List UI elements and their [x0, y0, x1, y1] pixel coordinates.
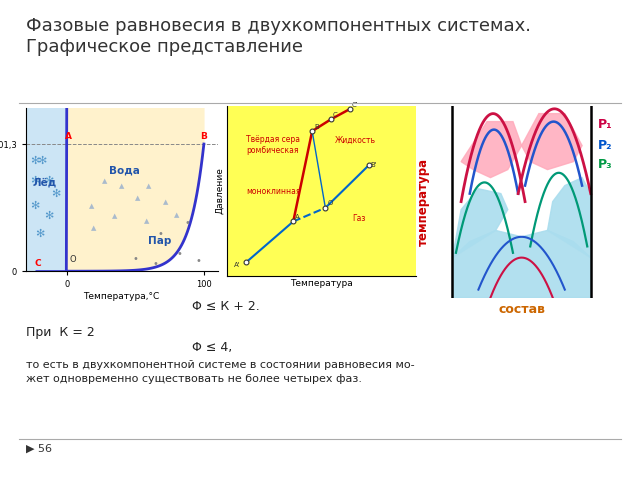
Text: ▲: ▲	[143, 218, 149, 224]
Polygon shape	[452, 230, 591, 298]
Text: ✻: ✻	[31, 176, 40, 186]
Polygon shape	[461, 121, 522, 178]
Y-axis label: температура: температура	[417, 157, 429, 246]
X-axis label: Температура,°С: Температура,°С	[83, 292, 160, 301]
Text: P₃: P₃	[598, 158, 612, 171]
Text: Жидкость: Жидкость	[335, 136, 376, 145]
Text: Вода: Вода	[109, 165, 140, 175]
Text: •: •	[157, 228, 163, 239]
Text: B: B	[200, 132, 207, 142]
Polygon shape	[452, 189, 508, 258]
Text: B': B'	[371, 162, 378, 168]
Text: ▲: ▲	[102, 178, 108, 184]
Text: ✻: ✻	[35, 228, 44, 239]
Text: ✻: ✻	[37, 156, 47, 166]
Text: ▲: ▲	[92, 226, 97, 231]
Y-axis label: Давление: Давление	[216, 168, 225, 214]
Text: O: O	[70, 255, 76, 264]
Text: моноклинная: моноклинная	[246, 187, 301, 196]
Text: ▲: ▲	[163, 199, 168, 205]
Polygon shape	[522, 114, 582, 169]
Text: A': A'	[234, 263, 241, 268]
Text: При  К = 2: При К = 2	[26, 326, 94, 339]
Text: то есть в двухкомпонентной системе в состоянии равновесия мо-
жет одновременно с: то есть в двухкомпонентной системе в сос…	[26, 360, 414, 384]
Text: ▲: ▲	[89, 203, 94, 209]
Text: C': C'	[352, 102, 358, 108]
Text: ▲: ▲	[147, 183, 152, 189]
Text: •: •	[176, 249, 182, 259]
Text: •: •	[132, 253, 138, 264]
Text: ✻: ✻	[44, 211, 54, 221]
Text: A: A	[65, 132, 72, 142]
Text: ✻: ✻	[51, 188, 60, 198]
Text: ▲: ▲	[174, 212, 179, 218]
Text: Φ ≤ К + 2.: Φ ≤ К + 2.	[192, 300, 260, 313]
Text: Φ ≤ 4,: Φ ≤ 4,	[192, 341, 232, 354]
Text: ✻: ✻	[31, 156, 40, 166]
Text: A: A	[295, 214, 300, 220]
Text: C: C	[35, 259, 41, 268]
Text: ▲: ▲	[119, 183, 124, 189]
Text: Фазовые равновесия в двухкомпонентных системах.
Графическое представление: Фазовые равновесия в двухкомпонентных си…	[26, 17, 531, 56]
Text: ✻: ✻	[44, 176, 54, 186]
Text: Лёд: Лёд	[33, 178, 57, 188]
Text: C: C	[333, 112, 338, 118]
Text: •: •	[195, 256, 202, 266]
Text: •: •	[184, 218, 190, 228]
X-axis label: Температура: Температура	[290, 279, 353, 288]
Text: •: •	[153, 259, 159, 269]
Text: Пар: Пар	[148, 236, 172, 246]
Polygon shape	[67, 108, 204, 271]
Text: Газ: Газ	[353, 215, 366, 224]
Polygon shape	[26, 108, 67, 271]
Text: P₁: P₁	[598, 118, 612, 132]
Text: ▶ 56: ▶ 56	[26, 444, 52, 454]
Text: B: B	[314, 124, 319, 130]
X-axis label: состав: состав	[498, 303, 545, 316]
Text: O: O	[327, 200, 333, 206]
Text: P₂: P₂	[598, 139, 612, 152]
Text: ✻: ✻	[31, 201, 40, 211]
Text: ▲: ▲	[136, 195, 141, 202]
Text: ▲: ▲	[112, 213, 117, 219]
Polygon shape	[548, 178, 591, 258]
Text: Твёрдая сера
ромбическая: Твёрдая сера ромбическая	[246, 135, 300, 156]
